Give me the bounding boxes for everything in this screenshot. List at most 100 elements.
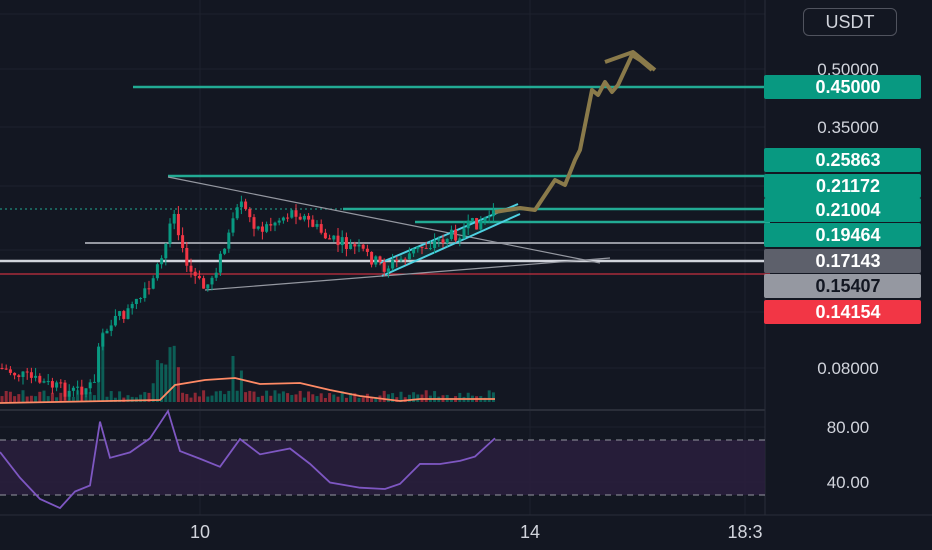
candle-body [84, 388, 88, 395]
volume-bar [311, 394, 315, 402]
volume-bar [302, 397, 306, 402]
candle-body [63, 382, 67, 397]
volume-bar [143, 392, 147, 402]
time-axis[interactable]: 10 14 18:3 [190, 522, 763, 542]
rsi-line [0, 408, 496, 510]
candle-body [193, 271, 197, 276]
time-tick-label: 14 [520, 522, 540, 542]
projection-path [494, 53, 654, 214]
candlestick-series [0, 195, 495, 401]
volume-bar [399, 391, 403, 402]
candle-body [248, 208, 252, 218]
volume-bar [365, 393, 369, 402]
volume-bar [269, 395, 273, 402]
triangle-lower [204, 257, 611, 291]
candle-body [370, 251, 374, 265]
candle-body [487, 216, 491, 218]
candle-body [353, 244, 357, 247]
volume-bar [281, 391, 285, 402]
candle-body [378, 256, 382, 262]
candle-body [319, 224, 323, 233]
volume-bar [252, 391, 256, 402]
candle-body [340, 237, 344, 246]
volume-bar [109, 391, 113, 402]
candle-body [361, 244, 365, 249]
overlay-lines [0, 50, 657, 404]
candle-body [277, 220, 281, 223]
candle-body [344, 237, 348, 249]
volume-bar [206, 396, 210, 402]
price-tick-label: 0.35000 [817, 118, 878, 137]
candle-body [76, 386, 80, 388]
volume-bar [487, 390, 491, 402]
volume-bar [265, 390, 269, 402]
candle-body [475, 218, 479, 230]
volume-bar [416, 394, 420, 402]
volume-bar [21, 390, 25, 402]
candle-body [25, 371, 29, 373]
currency-selector[interactable]: USDT [803, 8, 897, 36]
price-tag-label: 0.14154 [815, 302, 880, 322]
candle-body [256, 226, 260, 229]
price-tags: 0.45000 0.25863 0.21172 0.21004 0.19464 0.171… [764, 75, 921, 324]
volume-bar [189, 397, 193, 402]
price-tag-box [764, 148, 921, 172]
candle-body [265, 224, 269, 232]
volume-bar [298, 390, 302, 402]
volume-bar [105, 396, 109, 402]
candle-body [424, 247, 428, 249]
volume-bar [336, 396, 340, 402]
candle-body [470, 218, 474, 221]
candle-body [365, 248, 369, 252]
price-tag-label: 0.15407 [815, 276, 880, 296]
rsi-series [0, 408, 496, 510]
volume-bar [433, 391, 437, 402]
volume-bar [248, 390, 252, 402]
volume-bar [126, 395, 130, 402]
candle-body [126, 308, 130, 319]
volume-bar [466, 392, 470, 402]
channel-upper [379, 203, 519, 264]
volume-bar [181, 392, 185, 402]
candle-body [244, 201, 248, 209]
candle-body [189, 265, 193, 272]
candle-body [235, 207, 239, 219]
candle-body [298, 216, 302, 220]
volume-bar [84, 395, 88, 402]
candle-body [59, 382, 63, 384]
price-tag-label: 0.45000 [815, 77, 880, 97]
candle-body [281, 217, 285, 221]
volume-bar [118, 391, 122, 402]
volume-bar [197, 396, 201, 402]
candle-body [454, 229, 458, 241]
volume-bar [130, 396, 134, 402]
volume-bar [46, 396, 50, 402]
candle-body [21, 371, 25, 377]
price-tag-box [764, 223, 921, 247]
candle-body [239, 201, 243, 208]
volume-bar [374, 397, 378, 402]
volume-bar [239, 370, 243, 402]
candle-body [218, 253, 222, 273]
volume-bar [307, 391, 311, 402]
volume-bar [168, 347, 172, 402]
candle-body [433, 240, 437, 249]
volume-bar [349, 392, 353, 402]
candle-body [323, 232, 327, 239]
candle-body [134, 298, 138, 305]
candle-body [92, 381, 96, 383]
candle-body [181, 235, 185, 248]
candle-body [386, 268, 390, 272]
volume-bar [71, 396, 75, 402]
candle-body [17, 375, 21, 377]
volume-bar [8, 391, 12, 402]
volume-bar [395, 397, 399, 402]
projection-arrow [604, 50, 657, 72]
volume-bar [286, 393, 290, 402]
candle-body [315, 224, 319, 227]
volume-bar [193, 392, 197, 402]
price-tick-label: 0.08000 [817, 359, 878, 378]
volume-bar [328, 393, 332, 402]
volume-bar [218, 390, 222, 402]
